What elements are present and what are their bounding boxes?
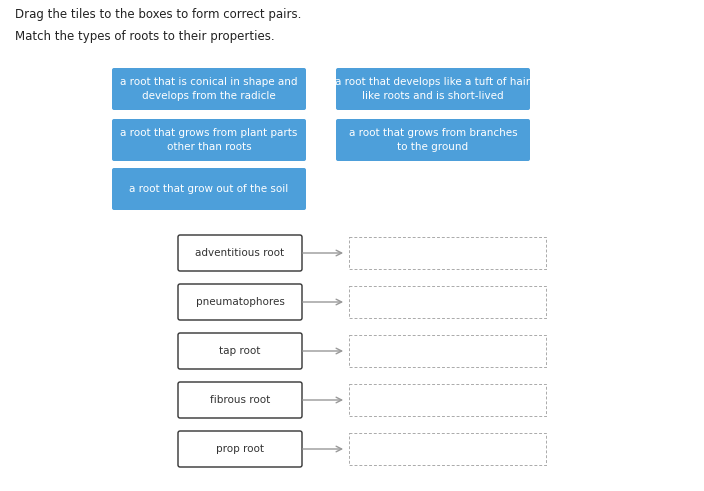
FancyBboxPatch shape	[349, 335, 546, 367]
Text: a root that grow out of the soil: a root that grow out of the soil	[130, 184, 289, 194]
FancyBboxPatch shape	[112, 119, 306, 161]
Text: tap root: tap root	[220, 346, 260, 356]
FancyBboxPatch shape	[349, 384, 546, 416]
FancyBboxPatch shape	[112, 68, 306, 110]
FancyBboxPatch shape	[178, 333, 302, 369]
Text: fibrous root: fibrous root	[210, 395, 270, 405]
FancyBboxPatch shape	[178, 284, 302, 320]
Text: prop root: prop root	[216, 444, 264, 454]
FancyBboxPatch shape	[178, 382, 302, 418]
FancyBboxPatch shape	[336, 119, 530, 161]
Text: a root that is conical in shape and
develops from the radicle: a root that is conical in shape and deve…	[120, 78, 298, 101]
FancyBboxPatch shape	[178, 431, 302, 467]
Text: pneumatophores: pneumatophores	[196, 297, 284, 307]
FancyBboxPatch shape	[112, 168, 306, 210]
Text: a root that grows from branches
to the ground: a root that grows from branches to the g…	[348, 129, 517, 152]
Text: a root that grows from plant parts
other than roots: a root that grows from plant parts other…	[120, 129, 298, 152]
Text: adventitious root: adventitious root	[196, 248, 284, 258]
FancyBboxPatch shape	[336, 68, 530, 110]
FancyBboxPatch shape	[349, 286, 546, 318]
FancyBboxPatch shape	[349, 433, 546, 465]
Text: Match the types of roots to their properties.: Match the types of roots to their proper…	[15, 30, 275, 43]
Text: Drag the tiles to the boxes to form correct pairs.: Drag the tiles to the boxes to form corr…	[15, 8, 301, 21]
FancyBboxPatch shape	[178, 235, 302, 271]
FancyBboxPatch shape	[349, 237, 546, 269]
Text: a root that develops like a tuft of hair
like roots and is short-lived: a root that develops like a tuft of hair…	[335, 78, 531, 101]
